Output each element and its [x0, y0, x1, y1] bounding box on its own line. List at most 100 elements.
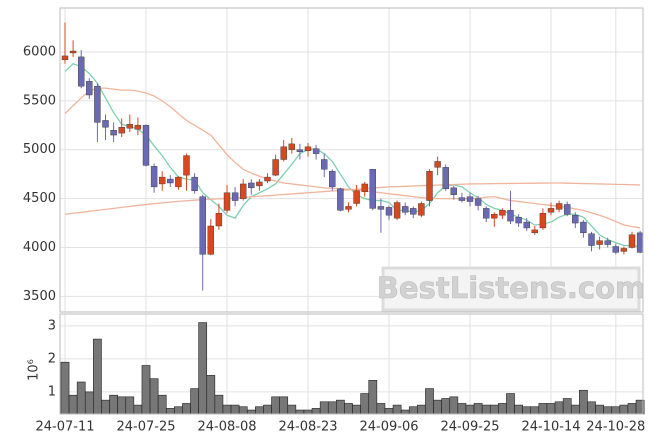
volume-bar	[546, 403, 556, 415]
candle-body	[385, 207, 393, 216]
candle-body	[588, 233, 595, 246]
candle-body	[345, 206, 352, 210]
candle-body	[442, 167, 449, 190]
x-tick-label: 24-07-25	[116, 420, 175, 435]
volume-bar	[514, 404, 523, 415]
volume-bar	[489, 404, 499, 415]
volume-bar	[441, 398, 451, 415]
volume-bar	[230, 404, 240, 415]
volume-bar	[587, 401, 596, 415]
volume-bar	[295, 409, 305, 415]
y-tick-label: 1	[48, 384, 56, 399]
candle-body	[69, 50, 77, 54]
volume-bar	[433, 399, 442, 415]
volume-bar	[222, 404, 232, 415]
volume-bar	[246, 409, 256, 415]
candle-body	[94, 85, 101, 123]
volume-bar	[498, 403, 507, 415]
volume-bar	[76, 381, 86, 415]
candle-body	[167, 178, 174, 184]
candle-body	[223, 192, 231, 211]
volume-bar	[117, 396, 127, 415]
candle-body	[410, 208, 417, 215]
candle-body	[491, 214, 498, 219]
volume-bar	[449, 396, 459, 415]
candle-body	[239, 183, 247, 199]
candle-body	[426, 171, 433, 201]
volume-bar	[303, 409, 313, 415]
volume-bar	[457, 403, 467, 415]
volume-bar	[384, 408, 394, 415]
volume-bar	[174, 406, 183, 415]
volume-bar	[263, 404, 272, 415]
candle-body	[118, 127, 125, 134]
volume-bar	[206, 375, 216, 415]
y-tick-label: 3500	[23, 289, 56, 304]
candle-body	[547, 208, 555, 213]
volume-bar	[198, 322, 208, 415]
volume-bar	[190, 388, 199, 415]
candle-body	[499, 210, 506, 216]
volume-bar	[425, 388, 434, 415]
volume-bar	[465, 404, 475, 415]
y-tick-label: 4500	[23, 191, 56, 206]
volume-frame	[59, 313, 644, 415]
y-tick-label: 5000	[23, 142, 56, 157]
volume-bar	[344, 403, 353, 415]
y-axis-label: 10⁶	[27, 359, 42, 381]
volume-bar	[101, 399, 110, 415]
volume-bar	[530, 406, 540, 415]
volume-bar	[279, 396, 289, 415]
candle-body	[175, 176, 182, 188]
candle-body	[321, 159, 328, 170]
volume-bar	[319, 401, 329, 415]
candle-body	[636, 232, 644, 253]
volume-bar	[522, 406, 532, 415]
volume-bar	[352, 404, 361, 415]
volume-bar	[368, 380, 378, 415]
volume-bar	[400, 409, 410, 415]
candle-body	[288, 143, 295, 150]
candle-body	[158, 176, 166, 185]
candle-body	[296, 149, 304, 152]
y-tick-label: 5500	[23, 93, 56, 108]
volume-bar	[255, 406, 264, 415]
candle-body	[596, 240, 603, 245]
candle-body	[369, 169, 376, 209]
volume-bar	[84, 391, 94, 415]
volume-bar	[157, 394, 167, 415]
candle-body	[312, 148, 320, 154]
candle-body	[555, 203, 563, 210]
volume-bar	[141, 365, 151, 415]
x-tick-label: 24-10-28	[586, 420, 645, 435]
candle-body	[207, 225, 215, 255]
candle-body	[466, 196, 474, 202]
candle-body	[77, 56, 85, 87]
candle-body	[191, 176, 198, 191]
candle-body	[256, 181, 263, 187]
volume-bar	[182, 403, 191, 415]
candle-body	[353, 190, 360, 204]
volume-bar	[611, 406, 621, 415]
volume-bar	[214, 394, 224, 415]
volume-bar	[60, 361, 70, 415]
candle-body	[434, 161, 441, 168]
candle-body	[142, 125, 150, 166]
volume-bar	[627, 403, 637, 415]
volume-bar	[538, 403, 548, 415]
y-tick-label: 4000	[23, 240, 56, 255]
volume-bar	[417, 404, 426, 415]
candle-body	[458, 197, 466, 201]
candle-body	[215, 213, 223, 227]
volume-bar	[336, 399, 345, 415]
moving-average-line	[64, 182, 641, 215]
volume-bar	[570, 404, 580, 415]
volume-bar	[68, 394, 78, 415]
candle-body	[515, 216, 522, 224]
candle-body	[377, 206, 385, 210]
candle-body	[134, 125, 142, 130]
x-tick-label: 24-10-14	[521, 420, 580, 435]
candle-body	[483, 208, 490, 219]
candle-body	[61, 55, 69, 61]
